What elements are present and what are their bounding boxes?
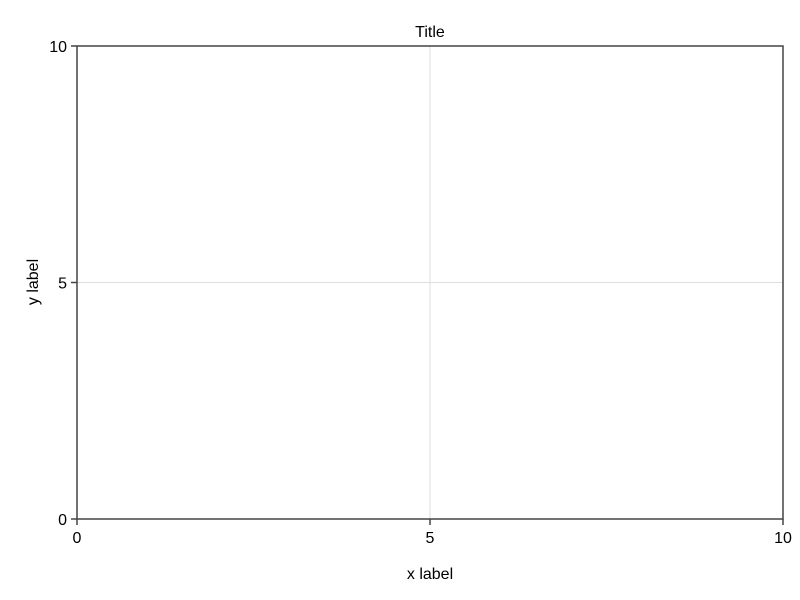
y-axis-title: y label — [25, 259, 42, 305]
chart-title: Title — [415, 24, 445, 41]
x-tick-label-0: 0 — [73, 530, 82, 547]
y-tick-label-1: 5 — [58, 276, 67, 293]
y-tick-label-0: 0 — [58, 512, 67, 529]
y-tick-label-2: 10 — [49, 39, 67, 56]
x-tick-label-2: 10 — [774, 530, 792, 547]
x-axis-title: x label — [407, 566, 453, 583]
ticks-layer: 0 5 10 0 5 10 — [49, 39, 792, 547]
x-tick-label-1: 5 — [426, 530, 435, 547]
grid-layer — [77, 46, 783, 519]
